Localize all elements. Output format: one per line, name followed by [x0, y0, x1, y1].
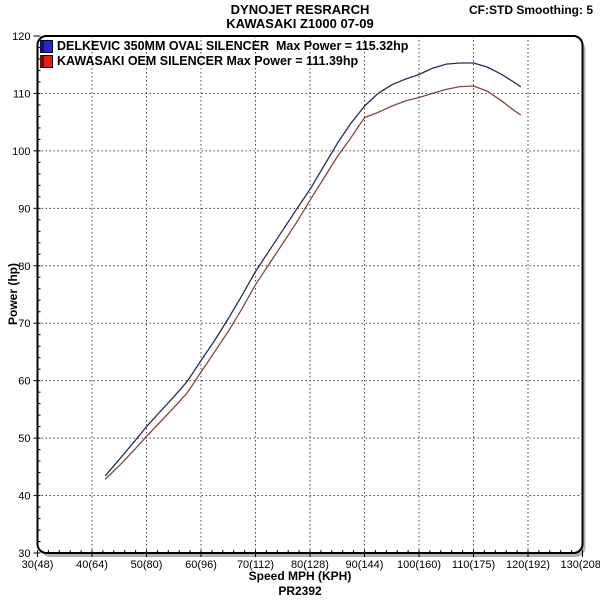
x-tick-label: 120(192)	[506, 559, 550, 571]
power-curve-oem	[104, 85, 522, 480]
x-tick-label: 110(175)	[452, 559, 495, 571]
power-curve-delkevic	[104, 62, 522, 477]
plot-frame	[36, 35, 584, 554]
x-tick-label: 40(64)	[76, 559, 108, 571]
x-tick-label: 80(128)	[291, 559, 329, 571]
y-tick-label: 30	[18, 548, 30, 560]
y-tick-label: 90	[18, 203, 30, 215]
chart-title: DYNOJET RESRARCH	[230, 2, 370, 17]
y-axis-title: Power (hp)	[6, 263, 20, 325]
smoothing-label: CF:STD Smoothing: 5	[469, 3, 593, 17]
x-tick-label: 60(96)	[185, 559, 217, 571]
x-tick-label: 130(208)	[560, 559, 600, 571]
y-tick-label: 100	[12, 146, 30, 158]
y-tick-label: 60	[18, 376, 30, 388]
legend-item-oem: KAWASAKI OEM SILENCER Max Power = 111.39…	[40, 54, 408, 68]
y-tick-label: 110	[13, 88, 31, 100]
chart-subtitle: KAWASAKI Z1000 07-09	[226, 16, 374, 31]
x-tick-label: 50(80)	[131, 559, 163, 571]
legend-item-delkevic: DELKEVIC 350MM OVAL SILENCER Max Power =…	[40, 39, 408, 53]
x-tick-label: 100(160)	[397, 559, 441, 571]
legend-swatch-blue-icon	[40, 39, 53, 53]
legend-label: KAWASAKI OEM SILENCER Max Power = 111.39…	[57, 54, 359, 68]
x-tick-label: 70(112)	[237, 559, 274, 571]
x-tick-label: 90(144)	[346, 559, 384, 571]
legend: DELKEVIC 350MM OVAL SILENCER Max Power =…	[40, 39, 408, 69]
y-tick-label: 50	[18, 433, 30, 445]
y-tick-label: 80	[18, 261, 30, 273]
x-axis-title: Speed MPH (KPH)	[248, 569, 352, 583]
legend-label: DELKEVIC 350MM OVAL SILENCER Max Power =…	[57, 39, 409, 53]
y-tick-label: 70	[18, 318, 30, 330]
run-id: PR2392	[278, 584, 322, 598]
y-tick-label: 40	[18, 491, 30, 503]
x-tick-label: 30(48)	[22, 559, 54, 571]
y-tick-label: 120	[12, 31, 30, 43]
legend-swatch-red-icon	[40, 54, 53, 68]
